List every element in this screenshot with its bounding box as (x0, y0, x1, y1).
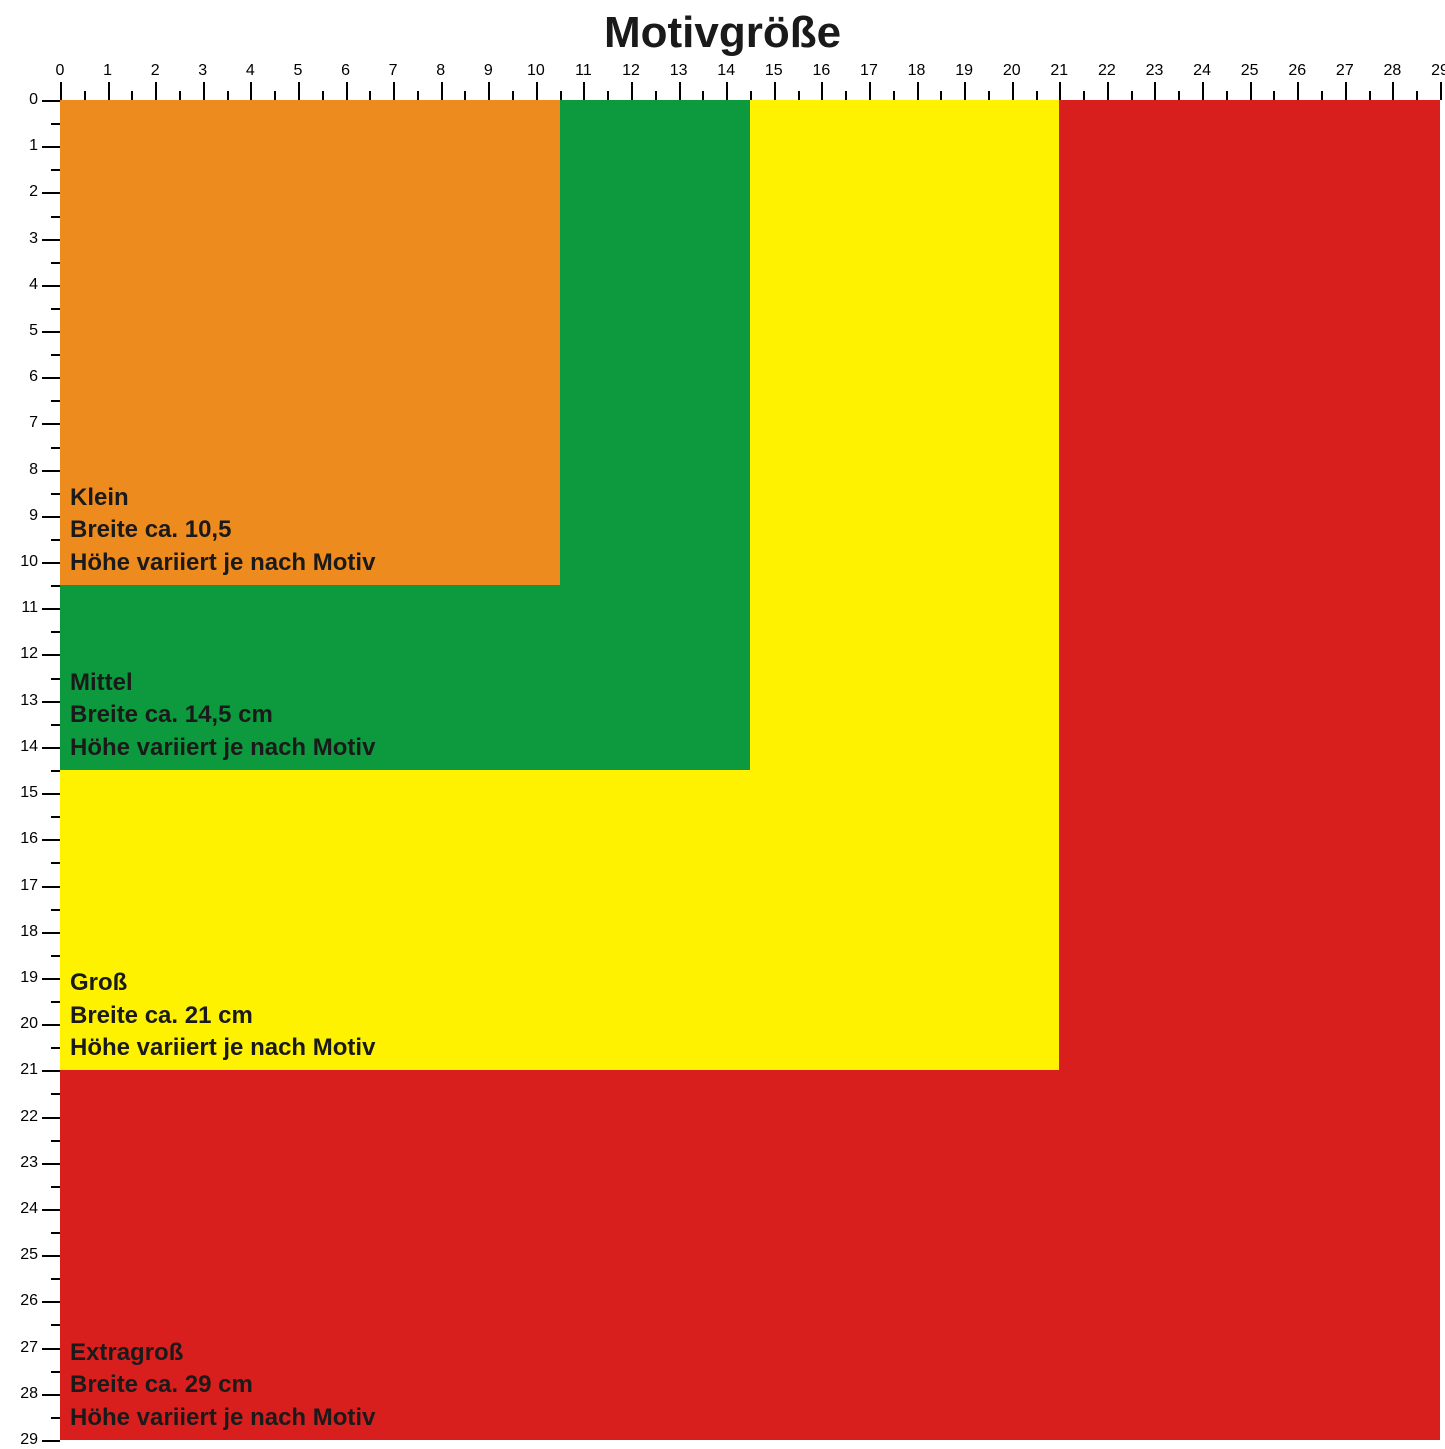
size-block-label-extragross: ExtragroßBreite ca. 29 cmHöhe variiert j… (70, 1337, 375, 1434)
size-block-klein: KleinBreite ca. 10,5Höhe variiert je nac… (60, 100, 560, 585)
ruler-top: 0123456789101112131415161718192021222324… (60, 60, 1440, 100)
plot-area: ExtragroßBreite ca. 29 cmHöhe variiert j… (60, 100, 1440, 1440)
chart-title: Motivgröße (0, 8, 1445, 58)
size-block-label-mittel: MittelBreite ca. 14,5 cmHöhe variiert je… (70, 667, 375, 764)
size-block-label-gross: GroßBreite ca. 21 cmHöhe variiert je nac… (70, 967, 375, 1064)
ruler-left: 0123456789101112131415161718192021222324… (10, 100, 60, 1440)
size-block-label-klein: KleinBreite ca. 10,5Höhe variiert je nac… (70, 482, 375, 579)
